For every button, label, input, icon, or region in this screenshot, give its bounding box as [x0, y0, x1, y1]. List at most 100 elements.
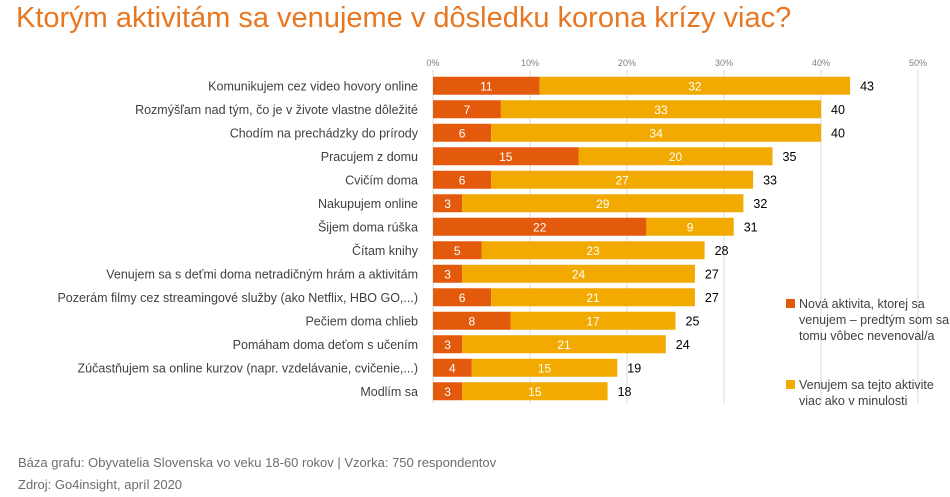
bar-label-new: 22: [533, 220, 547, 234]
bar-segment-new: [433, 170, 492, 189]
bar-total-label: 43: [860, 79, 874, 93]
bar-segment-new: [433, 358, 472, 377]
bar-segment-new: [433, 217, 647, 236]
bar-total-label: 40: [831, 103, 845, 117]
bar-label-more: 24: [572, 267, 586, 281]
legend-label-more-than-before: Venujem sa tejto aktivite viac ako v min…: [799, 378, 934, 408]
legend-swatch-more-than-before: [786, 380, 795, 389]
bar-label-new: 11: [480, 79, 493, 93]
bar-label-new: 5: [454, 244, 461, 258]
x-tick-label: 30%: [715, 58, 733, 68]
bar-segment-new: [433, 147, 579, 166]
bar-total-label: 27: [705, 291, 719, 305]
bar-segment-new: [433, 311, 511, 330]
bar-label-more: 27: [615, 173, 629, 187]
bar-segment-more: [471, 358, 618, 377]
bar-segment-more: [462, 264, 695, 283]
bar-label-new: 4: [449, 361, 456, 375]
bar-total-label: 35: [783, 150, 797, 164]
bar-label-more: 17: [586, 314, 600, 328]
bar-total-label: 40: [831, 126, 845, 140]
bar-total-label: 31: [744, 220, 758, 234]
bar-segment-more: [500, 100, 821, 119]
category-label: Nakupujem online: [318, 197, 418, 211]
bar-segment-more: [491, 123, 821, 142]
bar-segment-more: [510, 311, 676, 330]
bar-label-more: 20: [669, 150, 683, 164]
bar-label-more: 34: [649, 126, 663, 140]
bar-segment-more: [491, 170, 754, 189]
category-label: Komunikujem cez video hovory online: [208, 79, 418, 93]
bar-segment-new: [433, 382, 463, 401]
bar-label-more: 23: [586, 244, 600, 258]
bar-label-new: 6: [459, 126, 466, 140]
bar-label-more: 15: [538, 361, 552, 375]
category-label: Čítam knihy: [352, 243, 419, 258]
bar-segment-more: [462, 382, 608, 401]
bar-segment-more: [462, 335, 666, 354]
bar-segment-more: [539, 76, 851, 95]
x-tick-label: 0%: [426, 58, 439, 68]
bar-label-more: 21: [586, 291, 600, 305]
category-label: Zúčastňujem sa online kurzov (napr. vzde…: [78, 361, 418, 375]
legend-item-more-than-before: Venujem sa tejto aktivite viac ako v min…: [786, 377, 950, 409]
bar-segment-new: [433, 194, 463, 213]
bar-segment-new: [433, 335, 463, 354]
x-tick-label: 10%: [521, 58, 539, 68]
bar-segment-new: [433, 123, 492, 142]
bar-segment-more: [481, 241, 705, 260]
bar-segment-new: [433, 100, 501, 119]
category-label: Pomáham doma deťom s učením: [233, 338, 418, 352]
bar-label-more: 21: [557, 338, 571, 352]
bar-segment-new: [433, 76, 540, 95]
bar-segment-more: [646, 217, 734, 236]
bar-total-label: 18: [618, 385, 632, 399]
legend-swatch-new-activity: [786, 299, 795, 308]
category-label: Šijem doma rúška: [318, 219, 418, 234]
bar-label-more: 32: [688, 79, 702, 93]
bar-label-new: 6: [459, 291, 466, 305]
footnote-base: Báza grafu: Obyvatelia Slovenska vo veku…: [18, 455, 497, 470]
category-label: Venujem sa s deťmi doma netradičným hrám…: [106, 267, 418, 281]
category-label: Pozerám filmy cez streamingové služby (a…: [57, 291, 418, 305]
bar-total-label: 25: [686, 314, 700, 328]
footnote-source: Zdroj: Go4insight, apríl 2020: [18, 477, 183, 492]
category-label: Modlím sa: [360, 385, 418, 399]
category-label: Rozmýšľam nad tým, čo je v živote vlastn…: [135, 103, 418, 117]
chart-title: Ktorým aktivitám sa venujeme v dôsledku …: [16, 2, 792, 34]
category-label: Pečiem doma chlieb: [305, 314, 418, 328]
bar-label-more: 29: [596, 197, 610, 211]
bar-segment-new: [433, 288, 492, 307]
bar-total-label: 33: [763, 173, 777, 187]
bar-total-label: 19: [627, 361, 641, 375]
legend-item-new-activity: Nová aktivita, ktorej sa venujem – predt…: [786, 296, 950, 344]
bar-label-new: 7: [464, 103, 471, 117]
category-label: Pracujem z domu: [321, 150, 418, 164]
bar-label-new: 15: [499, 150, 513, 164]
bar-total-label: 24: [676, 338, 690, 352]
category-label: Chodím na prechádzky do prírody: [230, 126, 419, 140]
bar-segment-new: [433, 241, 482, 260]
bar-segment-more: [491, 288, 695, 307]
bar-label-new: 3: [444, 267, 451, 281]
bar-total-label: 28: [715, 244, 729, 258]
bar-label-more: 15: [528, 385, 542, 399]
x-tick-label: 20%: [618, 58, 636, 68]
bar-segment-more: [578, 147, 773, 166]
bar-label-new: 3: [444, 385, 451, 399]
bar-label-new: 6: [459, 173, 466, 187]
bar-segment-new: [433, 264, 463, 283]
x-tick-label: 40%: [812, 58, 830, 68]
bar-label-more: 33: [654, 103, 668, 117]
bar-total-label: 32: [753, 197, 767, 211]
bar-label-new: 3: [444, 338, 451, 352]
bar-label-new: 3: [444, 197, 451, 211]
bar-segment-more: [462, 194, 744, 213]
bar-label-more: 9: [687, 220, 694, 234]
bar-label-new: 8: [468, 314, 475, 328]
legend-label-new-activity: Nová aktivita, ktorej sa venujem – predt…: [799, 297, 950, 343]
bar-total-label: 27: [705, 267, 719, 281]
x-tick-label: 50%: [909, 58, 927, 68]
category-label: Cvičím doma: [345, 173, 418, 187]
